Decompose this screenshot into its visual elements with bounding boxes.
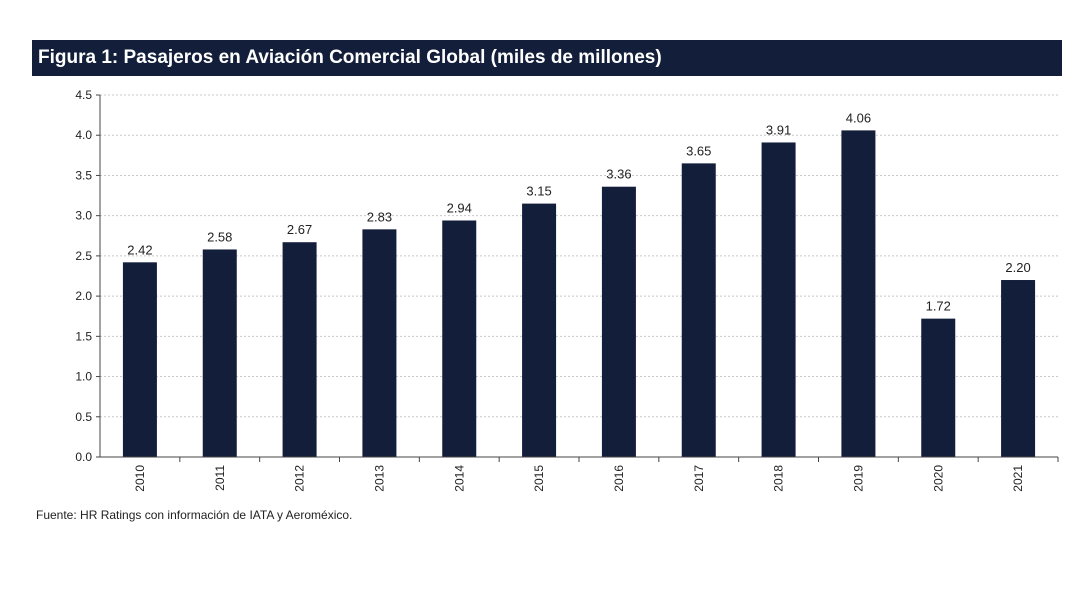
bars: [122, 130, 1036, 457]
x-tick-label: 2021: [1011, 465, 1025, 492]
y-tick-label: 0.0: [75, 450, 92, 464]
y-tick-label: 4.0: [75, 128, 92, 142]
data-labels: 2.42 2.58 2.67 2.83 2.94 3.15 3.36 3.65 3.91 4.06…: [127, 110, 1030, 313]
bar: [282, 242, 317, 457]
bar: [122, 262, 157, 457]
bar: [841, 130, 876, 457]
y-tick-label: 1.0: [75, 370, 92, 384]
data-label: 2.67: [287, 222, 312, 237]
x-tick-label: 2010: [133, 465, 147, 492]
bar: [1001, 280, 1036, 457]
y-tick-label: 3.0: [75, 209, 92, 223]
data-label: 1.72: [926, 299, 951, 314]
bar: [601, 186, 636, 457]
x-tick-label: 2017: [692, 465, 706, 492]
data-label: 4.06: [846, 110, 871, 125]
bar: [761, 142, 796, 457]
data-label: 3.65: [686, 143, 711, 158]
x-tick-label: 2012: [293, 465, 307, 492]
source-note: Fuente: HR Ratings con información de IA…: [36, 508, 353, 522]
x-tick-label: 2016: [612, 465, 626, 492]
y-tick-label: 1.5: [75, 329, 92, 343]
data-label: 2.42: [127, 242, 152, 257]
data-label: 2.83: [367, 209, 392, 224]
x-tick-label: 2013: [372, 465, 386, 492]
data-label: 2.94: [447, 200, 472, 215]
y-tick-label: 4.5: [75, 88, 92, 102]
bar: [202, 249, 237, 457]
data-label: 2.58: [207, 229, 232, 244]
y-axis-ticks: 0.0 0.5 1.0 1.5 2.0 2.5 3.0 3.5 4.0 4.5: [75, 88, 101, 464]
bar: [681, 163, 716, 457]
y-tick-label: 2.0: [75, 289, 92, 303]
bar: [362, 229, 397, 457]
bar: [522, 203, 557, 457]
x-tick-label: 2014: [452, 465, 466, 492]
data-label: 3.15: [526, 184, 551, 199]
bar: [442, 220, 477, 457]
chart-title: Figura 1: Pasajeros en Aviación Comercia…: [38, 47, 662, 68]
x-tick-label: 2019: [851, 465, 865, 492]
x-tick-label: 2020: [931, 465, 945, 492]
data-label: 2.20: [1005, 260, 1030, 275]
x-axis-ticks: 2010 2011 2012 2013 2014 2015 2016 2017 2018 2019…: [133, 457, 1059, 492]
gridlines: [100, 94, 1058, 418]
bar: [921, 318, 956, 457]
y-tick-label: 3.5: [75, 168, 92, 182]
x-tick-label: 2011: [213, 465, 227, 491]
y-tick-label: 0.5: [75, 410, 92, 424]
chart-title-bar: Figura 1: Pasajeros en Aviación Comercia…: [32, 40, 1062, 76]
data-label: 3.91: [766, 122, 791, 137]
y-tick-label: 2.5: [75, 249, 92, 263]
x-tick-label: 2015: [532, 465, 546, 492]
data-label: 3.36: [606, 167, 631, 182]
x-tick-label: 2018: [772, 465, 786, 492]
